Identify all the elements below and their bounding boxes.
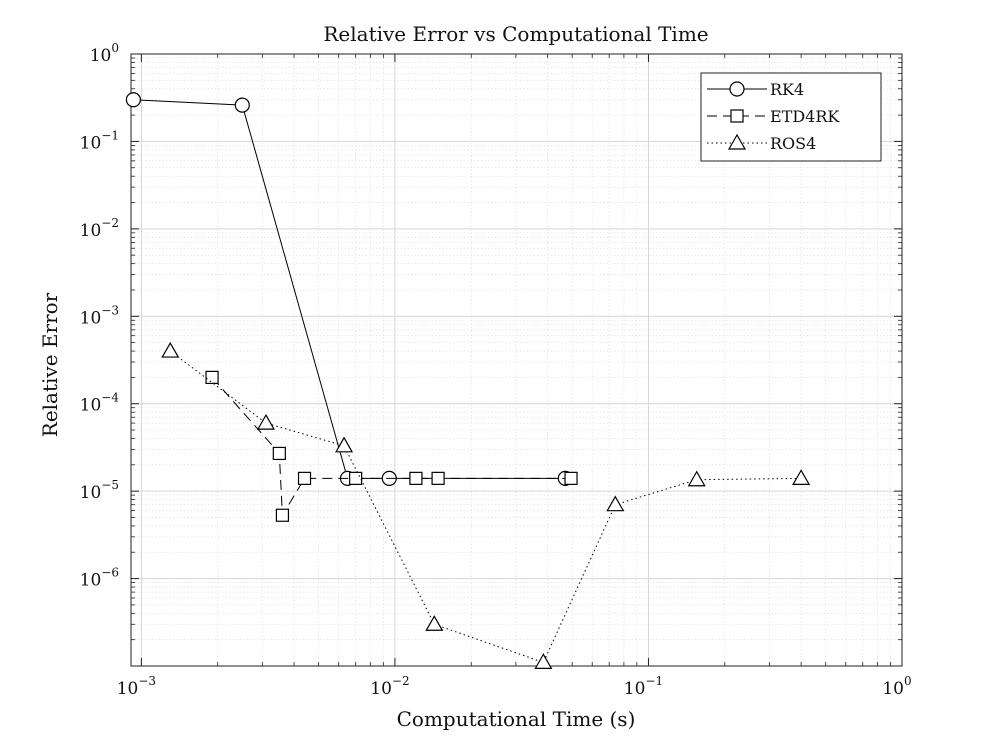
plot-frame	[130, 53, 903, 667]
y-tick-label-exp: −1	[101, 128, 119, 142]
data-point-etd4rk	[431, 471, 445, 485]
series-etd4rk	[205, 370, 578, 522]
x-axis-label: Computational Time (s)	[397, 707, 636, 731]
x-tick-label-exp: −1	[645, 674, 663, 688]
y-tick-label: 10−1	[80, 128, 119, 153]
x-tick-label-exp: 0	[904, 674, 912, 688]
data-point-etd4rk	[564, 471, 578, 485]
legend: RK4 ETD4RK ROS4	[700, 72, 882, 162]
data-point-etd4rk	[297, 471, 312, 485]
y-tick-label-base: 10	[80, 221, 102, 241]
y-tick-label-exp: −4	[101, 391, 119, 405]
x-tick-label: 100	[882, 674, 911, 699]
data-point-ros4	[534, 653, 553, 669]
data-point-etd4rk	[205, 370, 219, 384]
x-tick-label-exp: −2	[392, 674, 410, 688]
y-tick-label-base: 10	[80, 308, 102, 328]
data-point-ros4	[425, 615, 444, 631]
data-point-etd4rk	[349, 471, 363, 485]
axis-ticks	[131, 53, 903, 666]
data-point-ros4	[335, 436, 354, 453]
y-tick-label-base: 10	[90, 46, 112, 66]
x-tick-label-base: 10	[117, 679, 139, 699]
x-tick-label-base: 10	[882, 679, 904, 699]
data-point-ros4	[161, 341, 180, 358]
y-tick-label: 10−4	[80, 391, 120, 416]
y-tick-label-base: 10	[80, 133, 102, 153]
data-point-ros4	[256, 413, 275, 430]
data-point-ros4	[606, 495, 625, 512]
data-point-ros4	[792, 469, 811, 485]
legend-label-etd4rk: ETD4RK	[770, 107, 840, 126]
y-tick-label: 100	[90, 41, 119, 66]
legend-label-ros4: ROS4	[770, 134, 816, 153]
y-tick-label-base: 10	[80, 483, 102, 503]
y-tick-label: 10−6	[80, 566, 119, 591]
data-point-etd4rk	[409, 471, 423, 485]
legend-marker-ros4	[727, 133, 747, 150]
y-tick-label-base: 10	[80, 396, 102, 416]
y-tick-label-exp: −5	[101, 478, 119, 492]
y-tick-label-base: 10	[80, 571, 102, 591]
y-tick-label: 10−2	[80, 216, 119, 241]
y-axis-label: Relative Error	[38, 292, 62, 437]
data-point-ros4	[687, 470, 706, 487]
y-tick-label-exp: −6	[101, 566, 119, 580]
data-point-rk4	[234, 97, 250, 113]
y-tick-label-exp: −3	[101, 303, 119, 317]
data-point-etd4rk	[275, 508, 290, 522]
series-line-ros4	[169, 350, 802, 664]
legend-marker-etd4rk	[730, 109, 744, 123]
y-tick-label: 10−5	[80, 478, 119, 503]
x-tick-label: 10−1	[624, 674, 663, 699]
y-tick-label-exp: 0	[111, 41, 119, 55]
tick-labels: 10−3 10−2 10−1 10010−610−510−410−310−210−11…	[80, 41, 912, 699]
series-ros4	[161, 341, 811, 669]
data-point-etd4rk	[272, 446, 286, 461]
chart-title: Relative Error vs Computational Time	[323, 22, 708, 46]
legend-marker-rk4	[729, 81, 745, 97]
x-tick-label: 10−2	[370, 674, 409, 699]
x-tick-label-exp: −3	[138, 674, 156, 688]
series-layer	[125, 92, 811, 669]
y-tick-label: 10−3	[80, 303, 119, 328]
x-tick-label-base: 10	[370, 679, 392, 699]
legend-label-rk4: RK4	[770, 80, 804, 99]
x-tick-label-base: 10	[624, 679, 646, 699]
x-tick-label: 10−3	[117, 674, 156, 699]
data-point-rk4	[125, 92, 141, 108]
y-tick-label-exp: −2	[101, 216, 119, 230]
